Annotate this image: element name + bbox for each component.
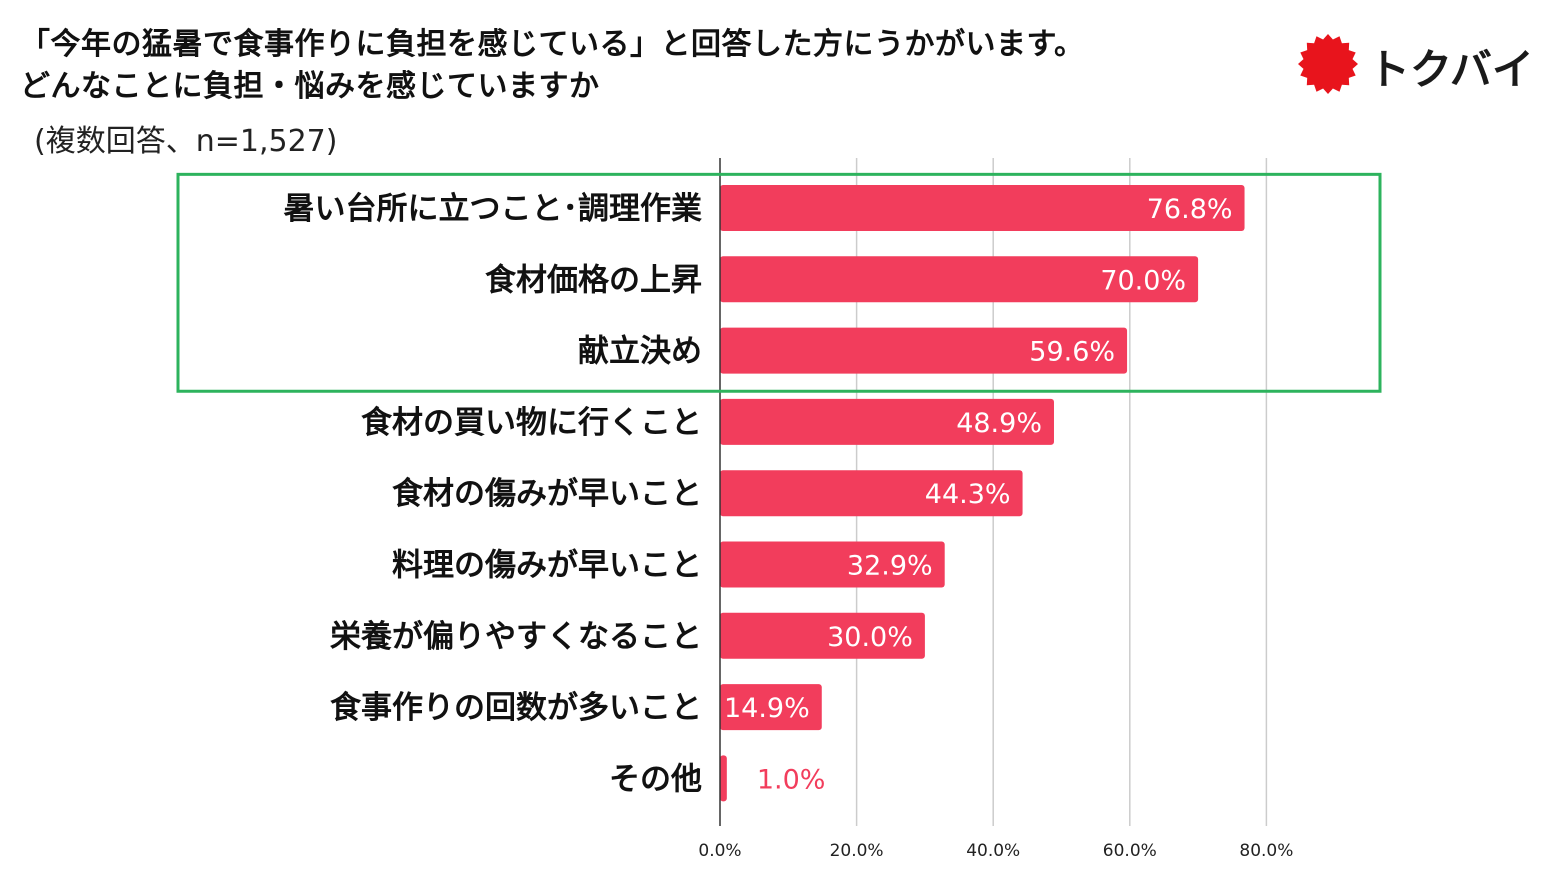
data-label: 48.9% [956,408,1042,439]
data-label: 30.0% [827,622,913,653]
chart-subtitle: (複数回答、n=1,527) [34,124,338,159]
category-label: その他 [609,761,702,797]
category-label: 献立決め [578,334,702,370]
x-tick-label: 40.0% [966,841,1020,861]
bar [720,755,727,802]
bar [720,327,1128,374]
category-label: 暑い台所に立つこと･調理作業 [284,191,703,227]
bar [720,185,1245,231]
category-label: 食材の傷みが早いこと [392,476,702,512]
bar [720,256,1199,303]
category-label: 料理の傷みが早いこと [392,548,702,584]
data-label: 1.0% [757,764,826,795]
chart-title-line-2: どんなことに負担・悩みを感じていますか [20,69,600,104]
brand-logo: トクバイ [1296,32,1534,94]
chart-title-line-1: 「今年の猛暑で食事作りに負担を感じている」と回答した方にうかがいます。 [20,27,1085,62]
x-tick-label: 20.0% [830,841,884,861]
chart-title: 「今年の猛暑で食事作りに負担を感じている」と回答した方にうかがいます。 どんなこ… [20,24,1085,108]
data-label: 76.8% [1147,194,1233,225]
x-tick-label: 80.0% [1239,841,1293,861]
data-label: 59.6% [1029,337,1115,368]
category-label: 食材の買い物に行くこと [361,405,702,441]
data-label: 14.9% [724,693,810,724]
category-label: 食事作りの回数が多いこと [330,690,702,726]
brand-logo-text: トクバイ [1368,45,1534,94]
x-tick-label: 60.0% [1103,841,1157,861]
bar [720,470,1023,517]
category-label: 食材価格の上昇 [485,262,702,298]
burst-icon [1298,34,1358,94]
bar [720,612,925,659]
data-label: 44.3% [925,479,1011,510]
bar [720,541,945,588]
data-label: 32.9% [847,551,933,582]
category-label: 栄養が偏りやすくなること [330,619,702,655]
bar [720,398,1054,445]
bar [720,684,822,731]
highlight-box [176,172,1382,393]
data-label: 70.0% [1100,265,1186,296]
x-tick-label: 0.0% [698,841,741,861]
